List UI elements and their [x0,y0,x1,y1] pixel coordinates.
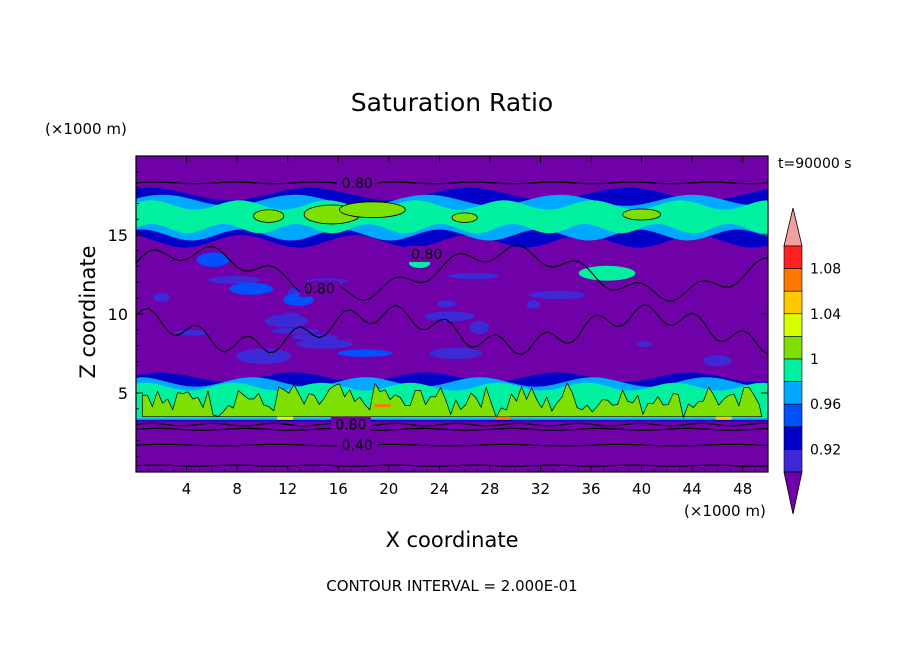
x-tick-label-2: 12 [278,480,297,498]
mid-blob-13 [291,333,339,341]
contour-line-mid-1 [135,244,769,302]
x-tick-label-0: 4 [182,480,192,498]
chart-title: Saturation Ratio [350,88,554,117]
x-tick-label-4: 20 [379,480,398,498]
cloud-base-mark-3 [715,416,732,420]
contour-line-top [135,181,769,185]
colorbar-label-1: 0.96 [810,397,841,413]
contour-label-bg-1 [406,245,447,262]
x-axis-label: X coordinate [385,528,519,552]
y-tick-label-0: 5 [118,384,128,403]
mid-blob-16 [264,314,309,328]
upper-patch-1.02-1 [339,201,406,219]
mid-blob-4 [236,348,292,364]
contour-label-1: 0.80 [411,247,442,263]
upper-patch-1.02-3 [622,208,661,221]
contour-line-0.40 [135,443,769,447]
colorbar-label-3: 1.04 [810,307,841,323]
cloud-base-mark-1 [374,404,391,408]
mid-blob-8 [337,349,393,357]
colorbar-bottom-arrow [783,471,803,515]
mid-blob-21 [637,341,652,347]
x-tick-label-3: 16 [329,480,348,498]
cloud-base-mark-0 [277,416,294,420]
contour-label-bg-3 [330,416,371,433]
colorbar-box-9 [783,449,803,473]
colorbar-box-5 [783,358,803,382]
lower-cloud-1.02 [141,382,763,419]
time-label: t=90000 s [778,156,852,172]
colorbar-box-1 [783,268,803,292]
mid-blob-0 [437,300,456,308]
mid-blob-22 [448,272,500,280]
colorbar-box-3 [783,313,803,337]
x-tick-label-10: 44 [683,480,702,498]
contour-line-0.80-low [135,422,769,427]
mid-blob-7 [469,320,490,335]
upper-patch-1.02-4 [451,212,478,223]
colorbar-box-6 [783,381,803,405]
contour-label-bg-4 [337,437,378,454]
contour-label-3: 0.80 [335,418,366,434]
x-tick-label-5: 24 [430,480,449,498]
x-tick-label-7: 32 [531,480,550,498]
mid-blob-14 [578,265,636,281]
colorbar-label-2: 1 [810,352,819,368]
contour-interval-note: CONTOUR INTERVAL = 2.000E-01 [326,577,578,595]
x-tick-label-8: 36 [581,480,600,498]
colorbar-box-0 [783,245,803,269]
mid-blob-18 [196,252,230,267]
y-tick-label-1: 10 [108,305,128,324]
contour-label-0: 0.80 [342,176,373,192]
mid-blob-6 [295,339,354,349]
mid-blob-12 [424,311,475,322]
contour-label-bg-2 [299,280,340,297]
contour-line-low-2 [135,427,769,431]
x-axis-unit: (×1000 m) [684,502,766,520]
contour-label-2: 0.80 [304,282,335,298]
mid-blob-11 [529,290,586,300]
colorbar-label-0: 0.92 [810,442,841,458]
mid-blob-15 [526,300,541,309]
colorbar-top-arrow [783,207,803,247]
x-tick-label-9: 40 [632,480,651,498]
x-tick-label-1: 8 [232,480,242,498]
mid-blob-25 [153,292,171,302]
mid-blob-17 [702,355,732,367]
mid-blob-1 [429,347,483,359]
y-tick-label-2: 15 [108,226,128,245]
contour-label-4: 0.40 [342,438,373,454]
mid-blob-20 [228,282,274,295]
upper-patch-1.02-2 [253,209,285,223]
y-axis-unit: (×1000 m) [45,120,127,138]
cloud-base-mark-2 [494,416,511,420]
colorbar-box-2 [783,290,803,315]
colorbar-label-4: 1.08 [810,262,841,278]
x-tick-label-11: 48 [733,480,752,498]
x-tick-label-6: 28 [480,480,499,498]
mid-blob-23 [174,329,209,336]
mid-blob-19 [207,276,261,284]
contour-line-mid-2 [135,304,769,356]
colorbar-box-8 [783,426,803,450]
colorbar-box-4 [783,336,803,360]
contour-line-bottom [135,464,769,467]
colorbar-box-7 [783,403,803,428]
contour-label-bg-0 [337,174,378,191]
y-axis-label: Z coordinate [76,245,100,379]
mid-blob-24 [270,327,320,335]
